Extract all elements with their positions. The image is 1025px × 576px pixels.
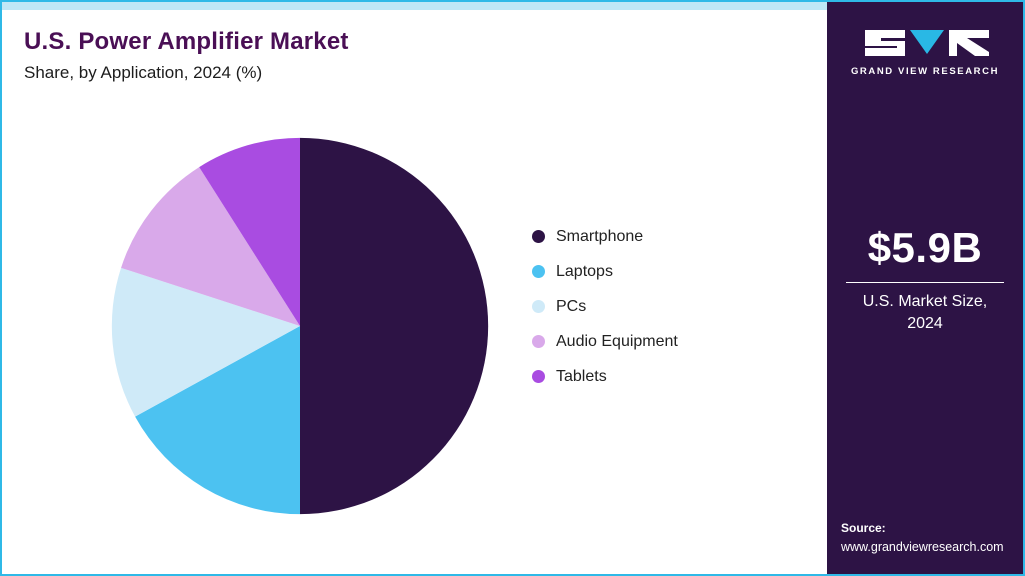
source-block: Source: www.grandviewresearch.com bbox=[827, 521, 1004, 574]
market-size-label: U.S. Market Size, 2024 bbox=[862, 292, 988, 332]
sidebar: GRAND VIEW RESEARCH $5.9B U.S. Market Si… bbox=[827, 2, 1023, 574]
pie-slice-pcs bbox=[111, 267, 301, 417]
page-subtitle: Share, by Application, 2024 (%) bbox=[24, 63, 263, 82]
pie-slice-laptops bbox=[135, 325, 300, 514]
pie-slice-audio-equipment bbox=[121, 166, 300, 326]
legend-item-audio-equipment: Audio Equipment bbox=[532, 333, 678, 351]
chart-row: Smartphone Laptops PCs Audio Equipment T… bbox=[2, 83, 827, 574]
legend-label: Laptops bbox=[556, 262, 613, 280]
top-accent-strip bbox=[2, 2, 827, 10]
legend-swatch-audio-equipment bbox=[532, 335, 545, 348]
legend-label: Tablets bbox=[556, 367, 607, 385]
legend-label: PCs bbox=[556, 297, 587, 315]
chart-legend: Smartphone Laptops PCs Audio Equipment T… bbox=[532, 228, 678, 386]
legend-item-pcs: PCs bbox=[532, 298, 678, 316]
brand-block: GRAND VIEW RESEARCH bbox=[851, 28, 999, 77]
source-label: Source: bbox=[841, 521, 886, 535]
legend-item-laptops: Laptops bbox=[532, 263, 678, 281]
pie-chart bbox=[111, 137, 489, 514]
grand-view-research-logo-icon bbox=[864, 30, 989, 56]
legend-swatch-laptops bbox=[532, 265, 545, 278]
page-title: U.S. Power Amplifier Market bbox=[24, 28, 349, 55]
legend-item-smartphone: Smartphone bbox=[532, 228, 678, 246]
legend-swatch-smartphone bbox=[532, 230, 545, 243]
brand-name: GRAND VIEW RESEARCH bbox=[850, 66, 1000, 77]
pie-slice-smartphone bbox=[300, 137, 489, 514]
pie-chart-container bbox=[108, 134, 492, 518]
legend-swatch-pcs bbox=[532, 300, 545, 313]
market-size-value: $5.9B bbox=[867, 223, 983, 271]
source-url-link[interactable]: www.grandviewresearch.com bbox=[841, 540, 1004, 554]
market-size-block: $5.9B U.S. Market Size, 2024 bbox=[845, 37, 1005, 521]
market-size-divider bbox=[846, 281, 1004, 283]
header: U.S. Power Amplifier Market Share, by Ap… bbox=[2, 10, 827, 83]
legend-item-tablets: Tablets bbox=[532, 368, 678, 386]
pie-slice-tablets bbox=[199, 137, 300, 326]
legend-swatch-tablets bbox=[532, 370, 545, 383]
main-area: U.S. Power Amplifier Market Share, by Ap… bbox=[2, 2, 827, 574]
legend-label: Audio Equipment bbox=[556, 332, 678, 350]
legend-label: Smartphone bbox=[556, 227, 644, 245]
